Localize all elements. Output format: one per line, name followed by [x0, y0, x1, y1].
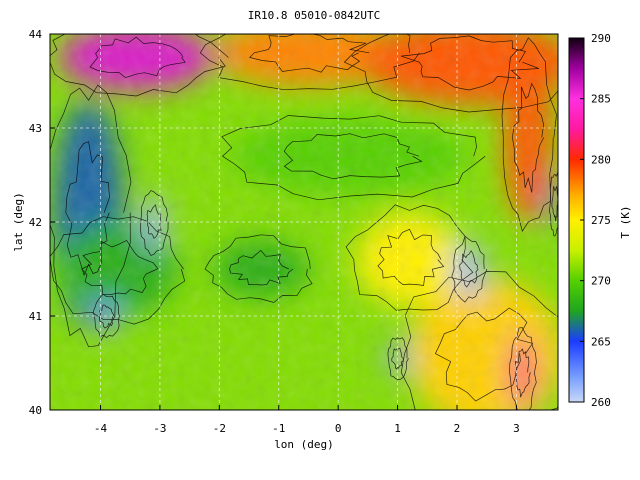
x-tick-label: -1	[272, 422, 285, 435]
y-tick-label: 41	[29, 310, 42, 323]
colorbar-label: T (K)	[619, 205, 632, 238]
contour-line	[249, 34, 370, 73]
contour-line	[283, 133, 423, 180]
temperature-field	[50, 34, 558, 410]
contour-line	[387, 337, 409, 380]
colorbar-tick-label: 275	[591, 214, 611, 227]
x-tick-label: -4	[94, 422, 108, 435]
y-axis-ticks: 40 41 42 43 44	[29, 28, 55, 417]
contour-line	[50, 34, 229, 97]
contour-line	[377, 228, 445, 286]
contour-line	[459, 250, 479, 288]
y-tick-label: 44	[29, 28, 43, 41]
contour-line	[391, 347, 404, 370]
y-tick-label: 42	[29, 216, 42, 229]
contour-line	[345, 204, 474, 311]
x-tick-label: 1	[394, 422, 401, 435]
x-tick-label: 3	[513, 422, 520, 435]
contour-line	[65, 141, 110, 277]
x-tick-label: 0	[335, 422, 342, 435]
contour-lines	[50, 34, 558, 410]
y-axis-label: lat (deg)	[12, 192, 25, 252]
contour-line	[343, 34, 558, 113]
contour-line	[512, 82, 545, 193]
x-axis-ticks: -4 -3 -2 -1 0 1 2 3	[94, 405, 520, 435]
colorbar-tick-label: 260	[591, 396, 611, 409]
contour-line	[400, 35, 539, 91]
contour-line	[221, 115, 486, 201]
contour-line	[204, 234, 313, 303]
colorbar-tick-label: 290	[591, 32, 611, 45]
colorbar-ticks: 260 265 270 275 280 285 290	[580, 32, 611, 409]
y-tick-label: 40	[29, 404, 42, 417]
contour-line	[89, 36, 186, 78]
contour-line	[400, 271, 558, 410]
x-tick-label: -3	[153, 422, 166, 435]
colorbar-tick-label: 265	[591, 335, 611, 348]
contour-line	[514, 348, 531, 398]
contour-line	[434, 307, 534, 402]
contour-line	[229, 250, 294, 286]
colorbar-tick-label: 280	[591, 153, 611, 166]
contour-line	[199, 34, 420, 91]
colorbar-tick-label: 285	[591, 93, 611, 106]
contour-line	[451, 235, 488, 303]
contour-line	[50, 84, 132, 348]
colorbar-tick-label: 270	[591, 275, 611, 288]
chart-title: IR10.8 05010-0842UTC	[248, 9, 380, 22]
contour-line	[551, 185, 558, 222]
x-tick-label: -2	[213, 422, 226, 435]
contour-line	[501, 37, 557, 232]
contour-line	[81, 239, 159, 295]
x-axis-label: lon (deg)	[274, 438, 334, 451]
y-tick-label: 43	[29, 122, 42, 135]
x-tick-label: 2	[454, 422, 461, 435]
